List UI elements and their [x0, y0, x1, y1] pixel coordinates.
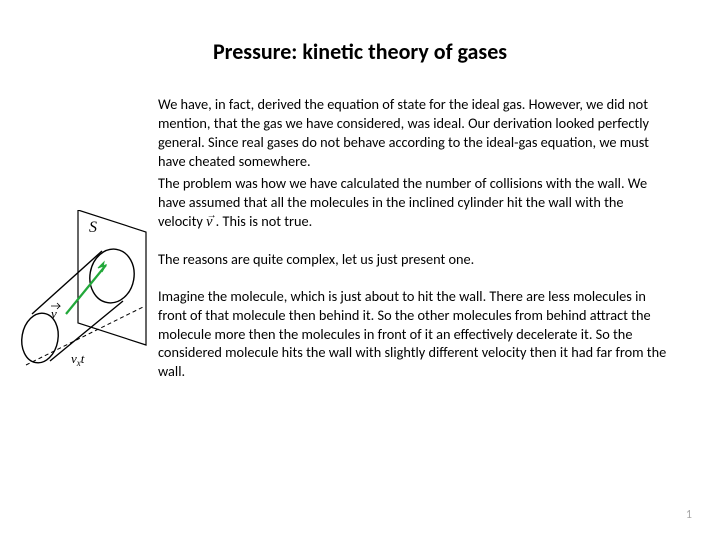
label-vxt: vxt — [71, 351, 85, 368]
cylinder-diagram: S v vxt — [18, 210, 148, 390]
paragraph-3: Imagine the molecule, which is just abou… — [158, 287, 670, 381]
page-title: Pressure: kinetic theory of gases — [0, 38, 720, 65]
paragraph-1b-post: . This is not true. — [212, 212, 312, 230]
page-number: 1 — [686, 508, 692, 522]
spacer-1 — [158, 236, 670, 246]
paragraph-1b: The problem was how we have calculated t… — [158, 174, 670, 232]
label-v: v — [51, 306, 57, 321]
cylinder-edge-bottom — [50, 301, 123, 361]
body-text: We have, in fact, derived the equation o… — [158, 95, 670, 385]
axis-dashed — [26, 307, 143, 365]
label-s: S — [89, 219, 97, 236]
velocity-symbol-inline: v→ — [206, 214, 212, 230]
spacer-2 — [158, 273, 670, 283]
velocity-arrow-shaft — [66, 265, 106, 314]
slide-page: Pressure: kinetic theory of gases S v vx… — [0, 0, 720, 540]
cylinder-end-far — [86, 246, 139, 307]
velocity-arrow-head — [98, 262, 106, 272]
paragraph-2: The reasons are quite complex, let us ju… — [158, 250, 670, 269]
paragraph-1a: We have, in fact, derived the equation o… — [158, 95, 670, 170]
